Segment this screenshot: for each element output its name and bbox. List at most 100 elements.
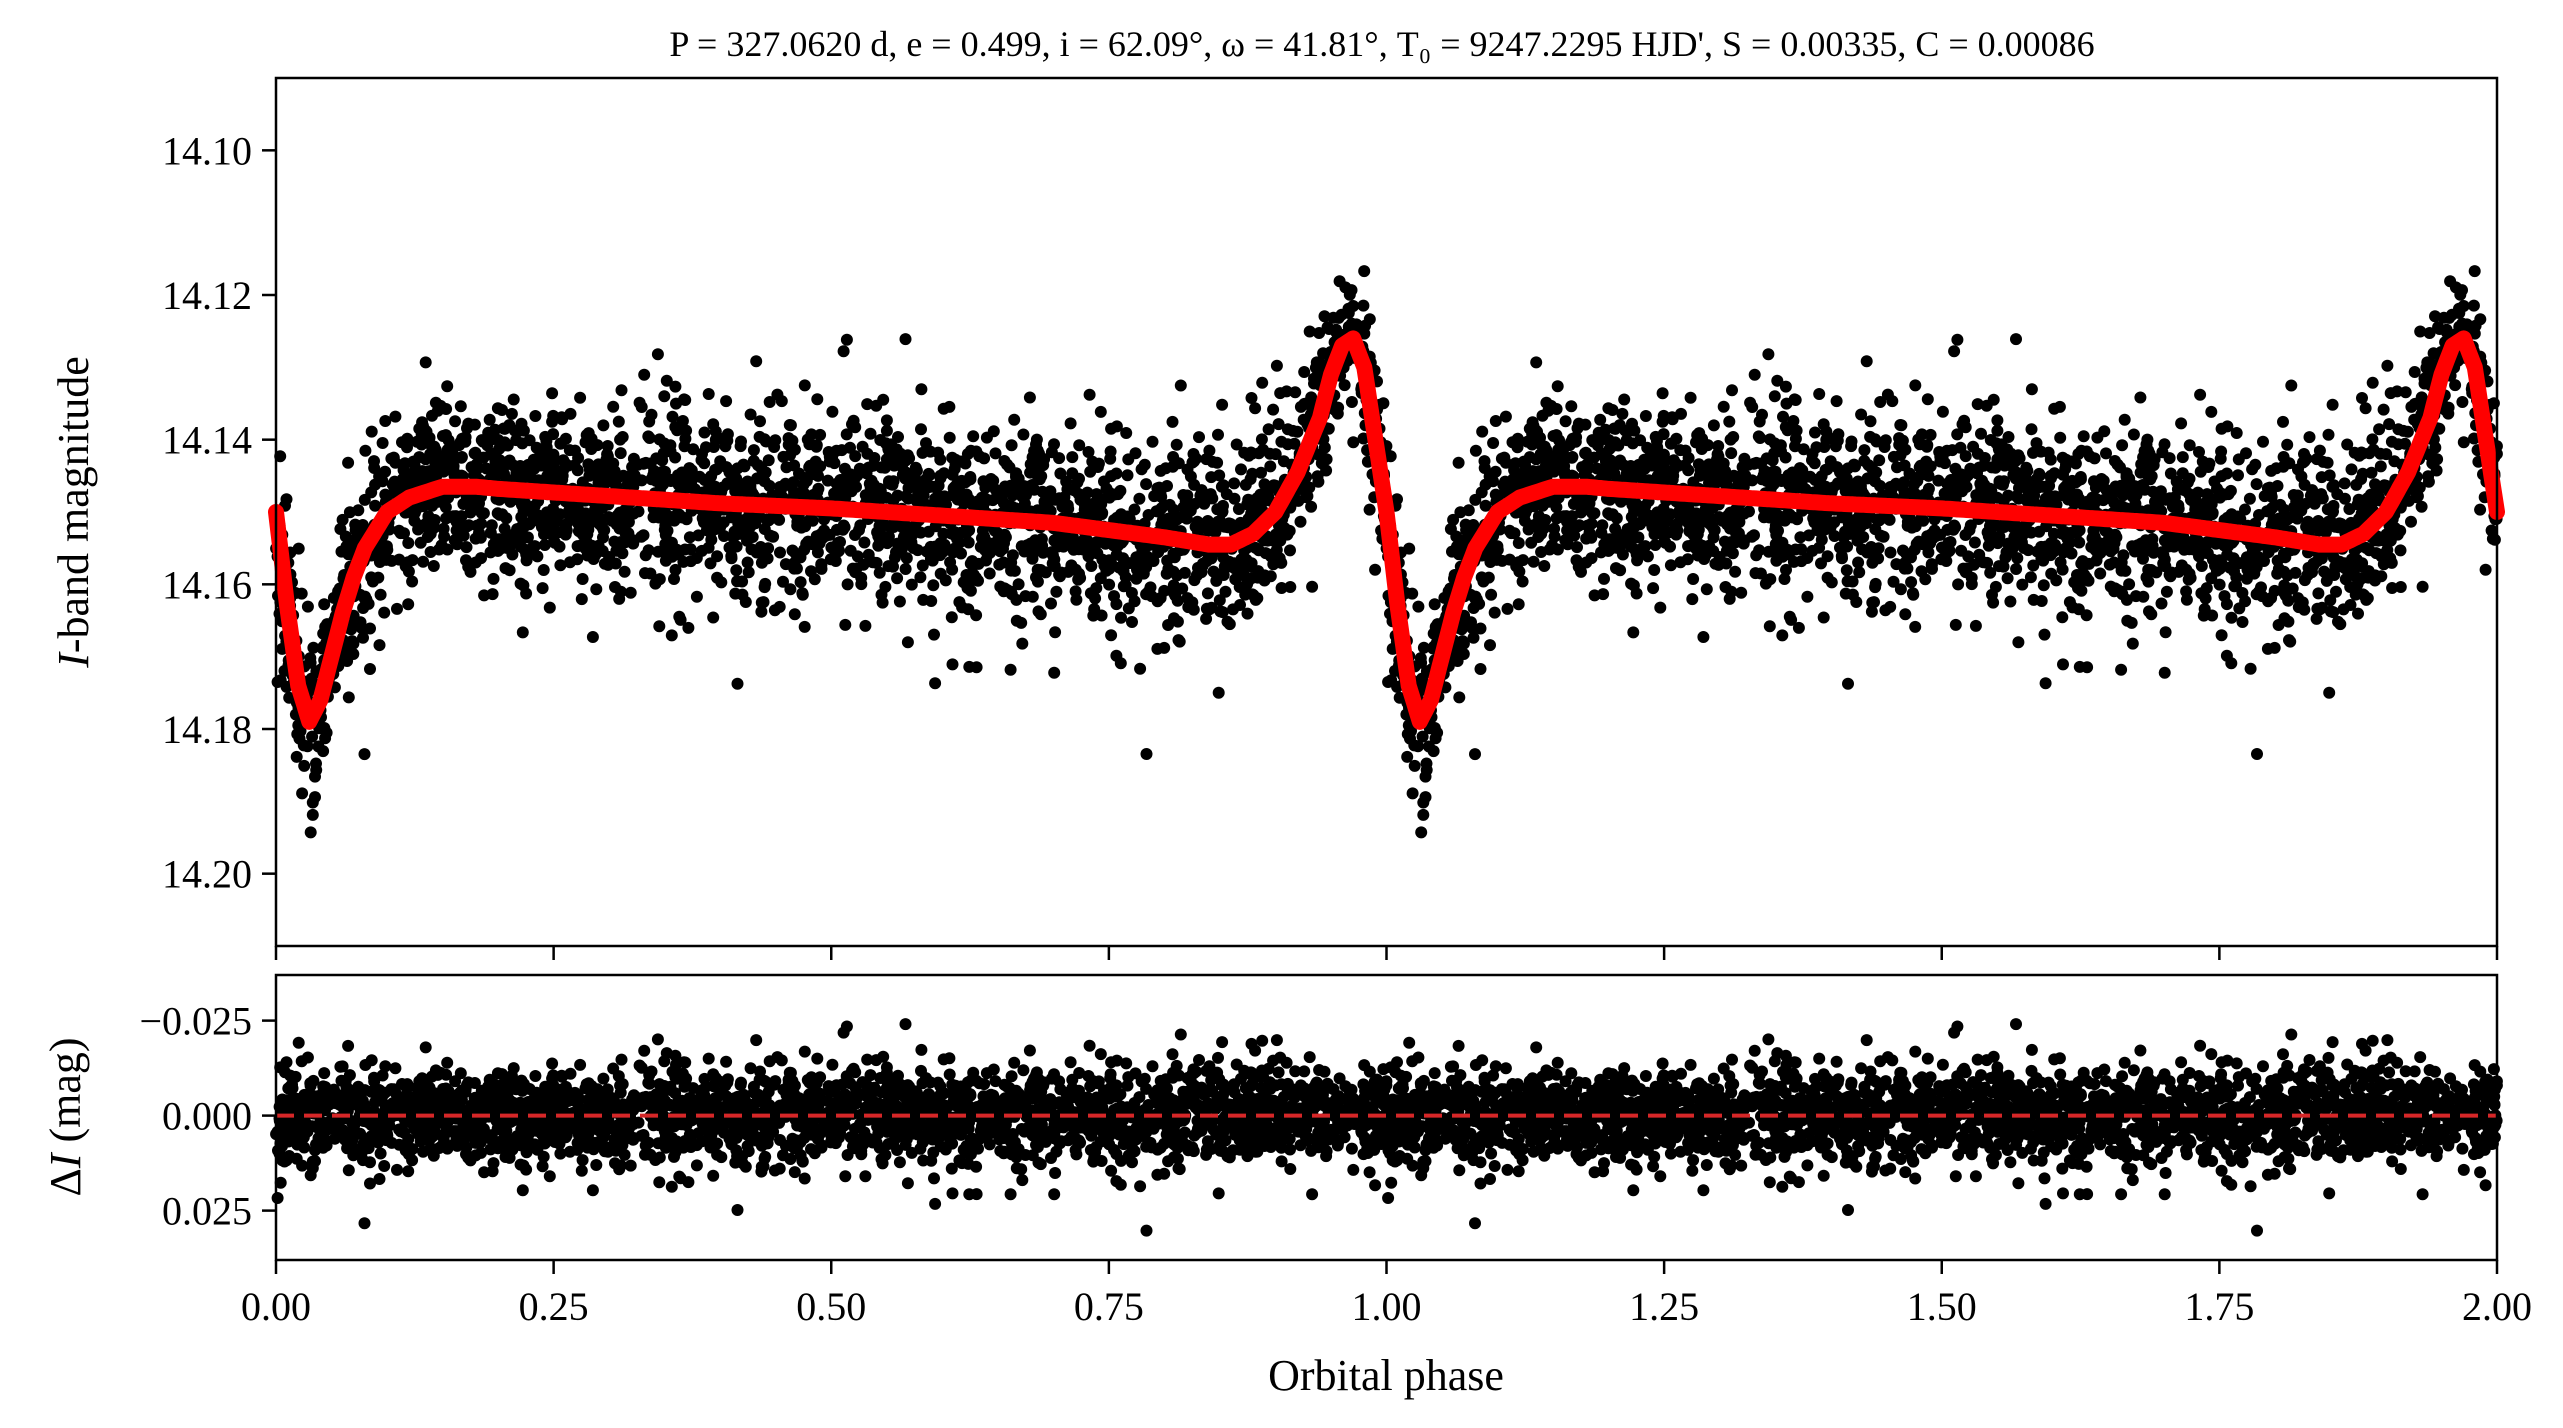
data-point [1559,415,1572,428]
data-point [473,526,485,539]
data-point [1526,416,1539,429]
data-point [1412,600,1425,613]
data-point [609,581,621,593]
data-point [815,527,828,540]
data-point [2366,376,2379,389]
data-point [744,483,757,496]
data-point [861,398,874,411]
data-point [1359,319,1372,332]
data-point [1066,451,1079,464]
data-point [2045,567,2058,580]
data-point [1478,455,1491,468]
data-point [406,575,419,588]
data-point [1789,394,1802,406]
data-point [376,475,389,488]
data-point [1133,492,1146,505]
data-point [1145,590,1158,603]
data-point [784,419,797,432]
data-point [1995,438,2008,451]
data-point [1501,602,1514,615]
data-point [1964,519,1977,532]
data-point [385,554,398,567]
data-point [658,390,671,403]
data-point [2315,488,2328,501]
data-point [989,447,1002,460]
data-point [1770,529,1783,541]
data-point [310,757,322,770]
data-point [1766,454,1779,467]
data-point [1155,502,1168,515]
data-point [1263,447,1276,460]
data-point [925,595,938,607]
data-point [1632,531,1645,544]
data-point [924,552,937,565]
data-point [304,656,317,669]
data-point [1092,457,1105,470]
data-point [2327,499,2340,512]
data-point [355,621,368,634]
data-point [1167,503,1180,516]
data-point [2142,575,2155,588]
data-point [1723,415,1736,428]
data-point [1818,515,1831,528]
data-point [1727,431,1740,443]
data-point [1789,440,1801,453]
data-point [2037,579,2050,592]
data-point [769,434,782,447]
data-point [1919,573,1932,586]
data-point [1691,429,1704,442]
data-point [2076,555,2089,568]
data-point [1598,572,1610,585]
data-point [536,582,549,595]
data-point [2053,400,2066,413]
data-point [1134,662,1147,675]
data-point [1595,432,1608,444]
data-point [2189,492,2201,505]
data-point [1267,403,1280,416]
data-point [1738,452,1751,465]
data-point [624,586,637,599]
data-point [2147,485,2159,498]
data-point [1984,434,1997,446]
data-point [1217,499,1229,512]
data-point [2214,452,2227,465]
data-point [967,430,980,443]
data-point [2047,527,2060,540]
data-point [1756,408,1768,421]
data-point [2352,607,2364,620]
data-point [1924,428,1937,441]
data-point [943,431,956,444]
data-point [800,474,813,487]
data-point [752,459,764,472]
data-point [1138,458,1151,471]
data-point [859,619,872,632]
data-point [2418,377,2431,390]
data-point [659,529,672,541]
data-point [918,476,930,489]
data-point [454,400,467,413]
data-point [944,556,957,569]
data-point [651,348,664,361]
data-point [2115,585,2128,598]
data-point [1451,655,1464,667]
data-point [893,595,906,608]
data-point [1541,453,1554,466]
data-point [2121,614,2134,627]
data-point [1200,612,1213,625]
data-point [1211,456,1224,469]
data-point [1580,464,1593,476]
data-point [1711,453,1723,466]
data-point [2077,430,2090,443]
data-point [1357,299,1370,312]
data-point [1110,420,1123,433]
data-point [669,563,682,576]
data-point [342,691,355,704]
data-point [2159,626,2172,639]
data-point [2301,569,2314,581]
data-point [1053,452,1066,465]
data-point [796,587,809,600]
data-point [1762,348,1775,361]
data-point [2261,642,2274,655]
data-point [720,395,733,408]
data-point [1654,601,1667,614]
